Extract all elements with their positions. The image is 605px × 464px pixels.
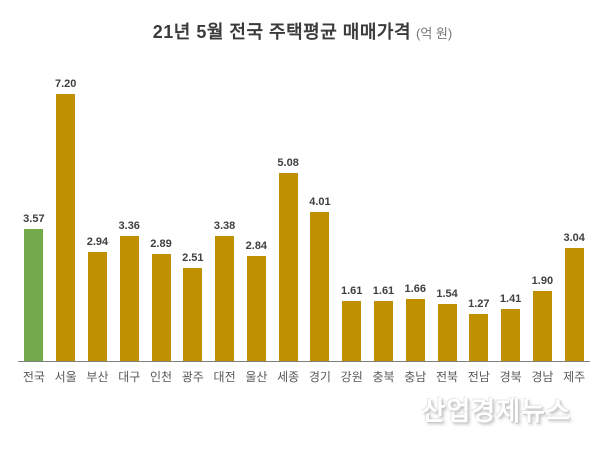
bar <box>246 255 266 361</box>
x-axis-label: 경기 <box>308 370 331 384</box>
bar <box>373 301 393 361</box>
bar-group: 5.08 세종 <box>272 60 304 384</box>
bar <box>278 172 298 361</box>
x-axis-label: 부산 <box>86 370 109 384</box>
bar-value-label: 2.51 <box>182 251 204 264</box>
chart-title-text: 21년 5월 전국 주택평균 매매가격 <box>152 22 412 42</box>
x-axis-label: 인천 <box>149 370 173 384</box>
bar-group: 1.27 전남 <box>463 60 495 384</box>
bar-group: 1.61 충북 <box>368 60 400 384</box>
x-axis-label: 경남 <box>531 370 554 384</box>
bar-group: 1.66 충남 <box>399 60 431 384</box>
bar-value-label: 1.61 <box>340 285 363 298</box>
bar <box>532 290 552 361</box>
bar <box>119 236 139 361</box>
bar-group: 3.36 대구 <box>113 60 145 384</box>
x-axis-label: 강원 <box>340 370 363 384</box>
bar <box>183 267 203 361</box>
bar-value-label: 1.27 <box>468 297 490 310</box>
bar-value-label: 1.90 <box>531 274 554 287</box>
x-axis-label: 충북 <box>372 370 395 384</box>
bar-value-label: 3.38 <box>213 219 236 232</box>
bar-value-label: 2.84 <box>245 239 268 252</box>
bar-group: 3.38 대전 <box>209 60 241 384</box>
bar-value-label: 7.20 <box>54 77 77 90</box>
chart-title: 21년 5월 전국 주택평균 매매가격 (억 원) <box>0 18 605 44</box>
bar-group: 2.51 광주 <box>177 60 209 384</box>
x-axis-label: 세종 <box>277 370 300 384</box>
bar <box>342 301 362 361</box>
bar-value-label: 4.01 <box>309 196 331 209</box>
bar <box>501 308 521 361</box>
x-axis-label: 대전 <box>213 370 236 384</box>
bar <box>24 228 44 361</box>
bar <box>56 93 76 361</box>
bar-group: 7.20 서울 <box>50 60 82 384</box>
bar <box>564 248 584 361</box>
watermark: 산업경제뉴스 <box>421 396 571 426</box>
bar-group: 3.57 전국 <box>18 60 50 384</box>
bar-group: 1.54 전북 <box>431 60 463 384</box>
x-axis-label: 대구 <box>118 370 141 384</box>
bar <box>469 313 489 361</box>
x-axis-label: 서울 <box>54 370 77 384</box>
bar-group: 2.84 울산 <box>240 60 272 384</box>
bar-value-label: 1.54 <box>436 287 458 300</box>
bar-group: 4.01 경기 <box>304 60 336 384</box>
bar <box>405 299 425 361</box>
bar-value-label: 5.08 <box>277 156 299 169</box>
x-axis-label: 광주 <box>181 370 204 384</box>
chart-unit-label: (억 원) <box>416 26 453 41</box>
bar-value-label: 3.04 <box>563 232 585 245</box>
bar-group: 1.61 강원 <box>336 60 368 384</box>
x-axis-label: 제주 <box>563 370 586 384</box>
bar-group: 3.04 제주 <box>558 60 590 384</box>
bar-group: 1.90 경남 <box>527 60 559 384</box>
bar-group: 2.89 인천 <box>145 60 177 384</box>
x-axis-label: 충남 <box>404 370 427 384</box>
bar-value-label: 2.89 <box>150 237 172 250</box>
x-axis-label: 울산 <box>245 370 268 384</box>
bar <box>215 235 235 361</box>
bar <box>310 212 330 361</box>
plot-area: 3.57 전국 7.20 서울 2.94 부산 3.36 대구 2.89 인천 2.51 광주 3.38… <box>18 60 590 384</box>
bar-value-label: 1.61 <box>372 285 395 298</box>
x-axis-label: 전북 <box>436 370 459 384</box>
x-axis-label: 전남 <box>467 370 490 384</box>
bar-value-label: 1.41 <box>499 292 522 305</box>
x-axis-label: 전국 <box>22 370 45 384</box>
bar-value-label: 3.57 <box>23 212 45 225</box>
bar <box>151 253 171 361</box>
bar-value-label: 2.94 <box>86 235 109 248</box>
bar-value-label: 1.66 <box>404 283 426 296</box>
x-axis-label: 경북 <box>499 370 522 384</box>
bar <box>87 251 107 361</box>
bar <box>437 303 457 361</box>
bar-value-label: 3.36 <box>118 220 140 233</box>
bar-group: 2.94 부산 <box>82 60 114 384</box>
bar-group: 1.41 경북 <box>495 60 527 384</box>
